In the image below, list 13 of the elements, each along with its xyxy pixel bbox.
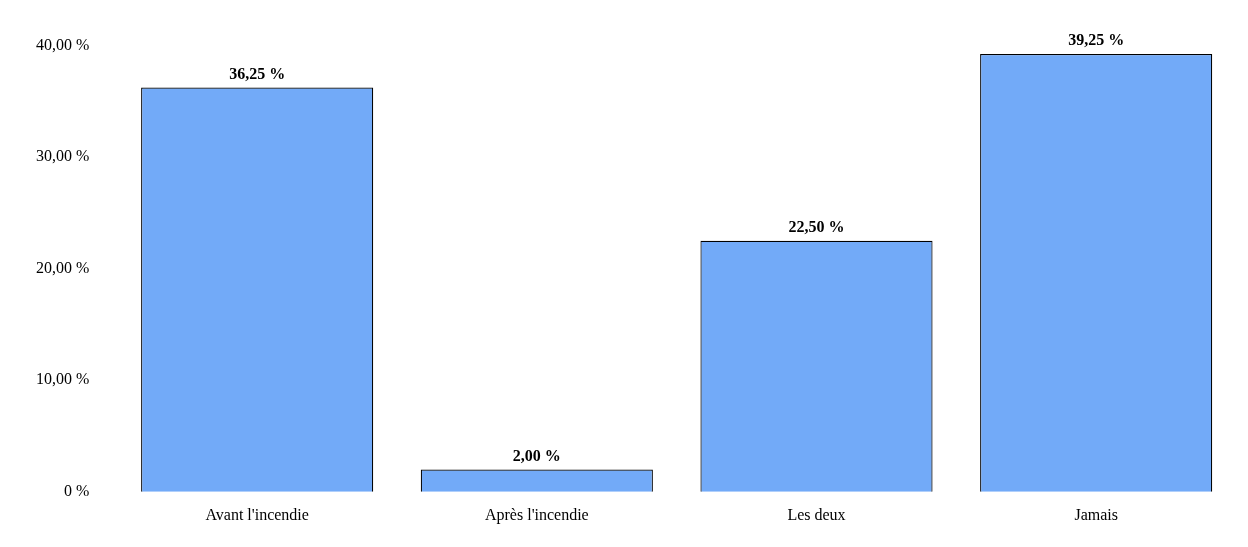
y-tick-label: 40,00 % bbox=[36, 35, 90, 53]
x-tick-label: Après l'incendie bbox=[484, 505, 589, 524]
y-tick-label: 0 % bbox=[64, 482, 90, 499]
x-tick-label: Jamais bbox=[1074, 505, 1118, 523]
y-tick-label: 10,00 % bbox=[36, 370, 90, 388]
y-tick-label: 30,00 % bbox=[36, 147, 90, 165]
data-label: 39,25 % bbox=[1068, 31, 1125, 49]
x-tick-label: Les deux bbox=[787, 505, 846, 523]
data-label: 2,00 % bbox=[512, 446, 561, 464]
x-tick-label: Avant l'incendie bbox=[205, 505, 309, 523]
data-label: 36,25 % bbox=[229, 64, 286, 82]
data-label: 22,50 % bbox=[788, 217, 845, 235]
y-tick-label: 20,00 % bbox=[36, 258, 90, 276]
